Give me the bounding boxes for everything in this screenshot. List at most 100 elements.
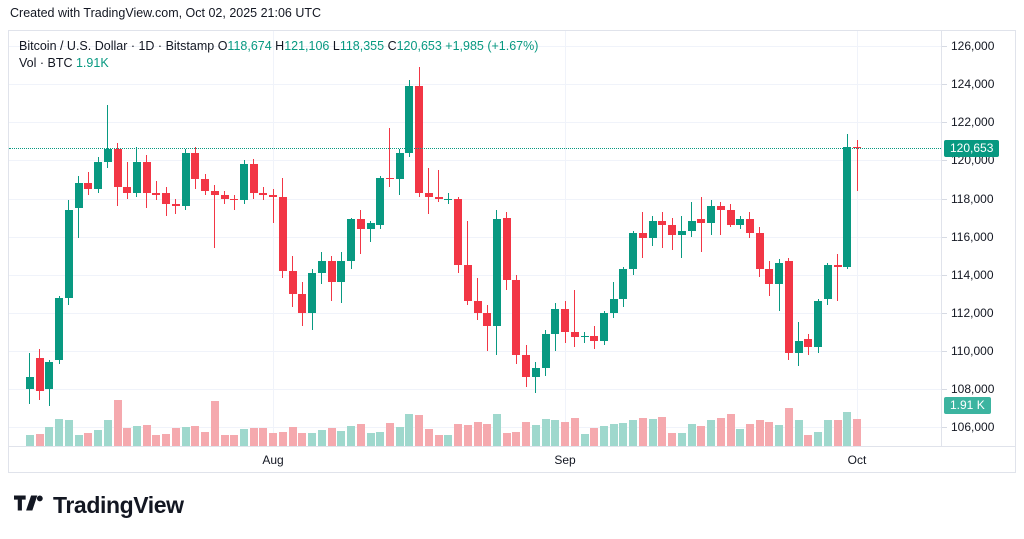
candle-body	[55, 297, 64, 361]
volume-bar	[113, 400, 122, 446]
volume-bar	[570, 417, 579, 446]
legend-row-volume: Vol · BTC 1.91K	[19, 55, 538, 72]
volume-bar	[629, 420, 638, 446]
candle-wick	[486, 305, 488, 351]
volume-bar	[356, 424, 365, 446]
legend-high-value: 121,106	[284, 39, 330, 53]
legend-row-ohlc: Bitcoin / U.S. Dollar · 1D · Bitstamp O1…	[19, 38, 538, 55]
gridline-horizontal	[9, 350, 941, 352]
time-scale[interactable]: Aug Sep Oct	[9, 446, 1015, 472]
candle-wick	[272, 189, 274, 224]
candle-body	[356, 219, 365, 229]
candle-body	[473, 301, 482, 313]
candle-body	[726, 209, 735, 226]
candle-body	[814, 301, 823, 347]
volume-bar	[337, 431, 346, 446]
candle-wick	[389, 128, 391, 188]
chart-pane[interactable]: Bitcoin / U.S. Dollar · 1D · Bitstamp O1…	[9, 31, 941, 446]
candle-body	[347, 219, 356, 262]
candle-body	[843, 147, 852, 268]
candle-body	[230, 198, 239, 201]
volume-bar	[619, 423, 628, 446]
volume-bar	[784, 407, 793, 446]
gridline-horizontal	[9, 198, 941, 200]
candle-wick	[856, 139, 858, 191]
candle-body	[755, 232, 764, 269]
candle-body	[366, 223, 375, 229]
last-volume-badge: 1.91 K	[944, 397, 991, 414]
candle-body	[220, 194, 229, 199]
candle-wick	[214, 185, 216, 248]
legend-change: +1,985 (+1.67%)	[445, 39, 539, 53]
volume-bar	[405, 414, 414, 446]
candle-body	[181, 152, 190, 207]
volume-bar	[424, 428, 433, 446]
candle-body	[716, 206, 725, 210]
candle-body	[784, 261, 793, 353]
candle-body	[580, 335, 589, 338]
candle-body	[317, 261, 326, 273]
volume-bar	[697, 425, 706, 446]
legend-close-key: C	[387, 39, 397, 53]
price-tick-mark	[942, 312, 947, 314]
legend-volume-label: Vol · BTC	[19, 56, 73, 70]
tradingview-footer: TradingView	[14, 492, 184, 519]
candle-body	[113, 149, 122, 188]
volume-bar	[162, 434, 171, 446]
volume-bar	[473, 422, 482, 446]
candle-wick	[700, 196, 702, 252]
volume-bar	[191, 426, 200, 446]
legend-open-value: 118,674	[227, 39, 272, 53]
candle-body	[405, 86, 414, 153]
volume-bar	[843, 411, 852, 446]
volume-bar	[35, 433, 44, 446]
candle-body	[201, 179, 210, 191]
candle-body	[804, 339, 813, 347]
candle-body	[337, 261, 346, 283]
time-tick-label: Aug	[262, 453, 284, 467]
volume-bar	[658, 416, 667, 446]
volume-bar	[347, 425, 356, 446]
candle-body	[541, 333, 550, 368]
volume-bar	[434, 434, 443, 446]
candle-wick	[574, 289, 576, 347]
candle-wick	[155, 181, 157, 201]
price-scale[interactable]: 126,000 124,000 122,000 120,000 118,000 116,0…	[941, 31, 1015, 446]
candle-wick	[661, 211, 663, 248]
volume-bar	[561, 421, 570, 446]
volume-bar	[444, 434, 453, 446]
volume-bar	[123, 428, 132, 446]
gridline-horizontal	[9, 84, 941, 86]
volume-bar	[668, 433, 677, 446]
candle-body	[444, 198, 453, 200]
volume-bar	[220, 434, 229, 446]
volume-bar	[94, 430, 103, 446]
volume-bar	[833, 419, 842, 446]
volume-bar	[707, 420, 716, 446]
gridline-horizontal	[9, 160, 941, 162]
volume-bar	[395, 427, 404, 446]
legend-high-key: H	[275, 39, 285, 53]
candle-wick	[477, 278, 479, 321]
volume-bar	[230, 435, 239, 446]
candle-body	[278, 196, 287, 271]
created-with-caption: Created with TradingView.com, Oct 02, 20…	[10, 6, 322, 20]
candle-wick	[370, 221, 371, 243]
candle-body	[590, 335, 599, 342]
volume-bar	[522, 422, 531, 446]
volume-bar	[55, 419, 64, 446]
volume-bar	[590, 428, 599, 446]
volume-bar	[64, 419, 73, 446]
volume-bar	[84, 432, 93, 446]
gridline-horizontal	[9, 46, 941, 48]
volume-bar	[600, 426, 609, 446]
volume-bar	[736, 429, 745, 446]
gridline-horizontal	[9, 122, 941, 124]
candle-body	[561, 308, 570, 332]
volume-bar	[853, 419, 861, 446]
candle-body	[638, 232, 647, 239]
price-tick-label: 126,000	[951, 39, 995, 54]
volume-bar	[25, 434, 34, 446]
volume-bar	[502, 432, 511, 446]
candle-body	[123, 187, 132, 193]
